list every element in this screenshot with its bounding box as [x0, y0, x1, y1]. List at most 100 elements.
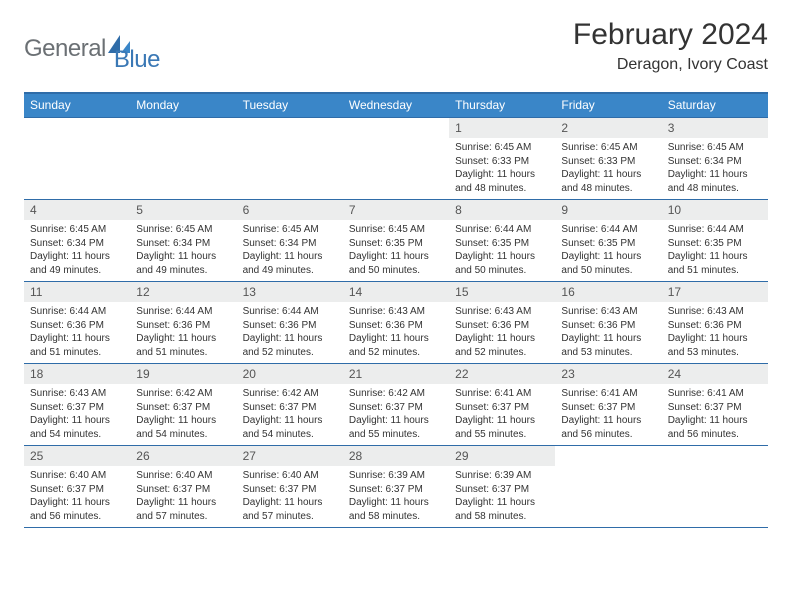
sunset-text: Sunset: 6:35 PM: [668, 237, 762, 251]
calendar-bottom-border: [24, 527, 768, 528]
day-number: 13: [237, 282, 343, 302]
day-cell: [24, 118, 130, 199]
day-cell: 13Sunrise: 6:44 AMSunset: 6:36 PMDayligh…: [237, 282, 343, 363]
day-body: Sunrise: 6:45 AMSunset: 6:35 PMDaylight:…: [343, 220, 449, 281]
day-cell: 26Sunrise: 6:40 AMSunset: 6:37 PMDayligh…: [130, 446, 236, 527]
sunset-text: Sunset: 6:36 PM: [349, 319, 443, 333]
day-body: Sunrise: 6:44 AMSunset: 6:35 PMDaylight:…: [449, 220, 555, 281]
day-body: Sunrise: 6:44 AMSunset: 6:36 PMDaylight:…: [130, 302, 236, 363]
daylight-text: Daylight: 11 hours and 51 minutes.: [30, 332, 124, 359]
sunset-text: Sunset: 6:35 PM: [561, 237, 655, 251]
sunrise-text: Sunrise: 6:41 AM: [455, 387, 549, 401]
weekday-saturday: Saturday: [662, 94, 768, 117]
day-cell: 22Sunrise: 6:41 AMSunset: 6:37 PMDayligh…: [449, 364, 555, 445]
sunset-text: Sunset: 6:34 PM: [30, 237, 124, 251]
day-body: Sunrise: 6:40 AMSunset: 6:37 PMDaylight:…: [24, 466, 130, 527]
day-cell: 10Sunrise: 6:44 AMSunset: 6:35 PMDayligh…: [662, 200, 768, 281]
day-number: 9: [555, 200, 661, 220]
day-cell: [343, 118, 449, 199]
week-row: 1Sunrise: 6:45 AMSunset: 6:33 PMDaylight…: [24, 117, 768, 199]
day-body: Sunrise: 6:43 AMSunset: 6:37 PMDaylight:…: [24, 384, 130, 445]
page-title: February 2024: [573, 18, 768, 52]
day-number: 14: [343, 282, 449, 302]
day-body: Sunrise: 6:45 AMSunset: 6:34 PMDaylight:…: [130, 220, 236, 281]
day-number: 20: [237, 364, 343, 384]
week-row: 18Sunrise: 6:43 AMSunset: 6:37 PMDayligh…: [24, 363, 768, 445]
sunrise-text: Sunrise: 6:44 AM: [136, 305, 230, 319]
day-number: 18: [24, 364, 130, 384]
day-cell: 18Sunrise: 6:43 AMSunset: 6:37 PMDayligh…: [24, 364, 130, 445]
logo-part-general: General: [24, 35, 106, 62]
day-number: 6: [237, 200, 343, 220]
sunrise-text: Sunrise: 6:42 AM: [243, 387, 337, 401]
title-block: February 2024 Deragon, Ivory Coast: [573, 18, 768, 74]
sunset-text: Sunset: 6:36 PM: [136, 319, 230, 333]
logo: General Blue: [24, 24, 160, 74]
weekday-thursday: Thursday: [449, 94, 555, 117]
sunrise-text: Sunrise: 6:43 AM: [561, 305, 655, 319]
header: General Blue February 2024 Deragon, Ivor…: [24, 18, 768, 74]
day-number: [555, 446, 661, 452]
week-row: 4Sunrise: 6:45 AMSunset: 6:34 PMDaylight…: [24, 199, 768, 281]
sunrise-text: Sunrise: 6:45 AM: [30, 223, 124, 237]
sunrise-text: Sunrise: 6:39 AM: [455, 469, 549, 483]
day-cell: 9Sunrise: 6:44 AMSunset: 6:35 PMDaylight…: [555, 200, 661, 281]
day-body: Sunrise: 6:45 AMSunset: 6:34 PMDaylight:…: [24, 220, 130, 281]
sunset-text: Sunset: 6:33 PM: [561, 155, 655, 169]
sunset-text: Sunset: 6:35 PM: [349, 237, 443, 251]
daylight-text: Daylight: 11 hours and 54 minutes.: [136, 414, 230, 441]
daylight-text: Daylight: 11 hours and 54 minutes.: [30, 414, 124, 441]
weekday-sunday: Sunday: [24, 94, 130, 117]
sunset-text: Sunset: 6:37 PM: [136, 483, 230, 497]
weekday-tuesday: Tuesday: [237, 94, 343, 117]
calendar: Sunday Monday Tuesday Wednesday Thursday…: [24, 92, 768, 528]
day-body: Sunrise: 6:44 AMSunset: 6:35 PMDaylight:…: [662, 220, 768, 281]
day-cell: [237, 118, 343, 199]
daylight-text: Daylight: 11 hours and 50 minutes.: [455, 250, 549, 277]
day-number: 2: [555, 118, 661, 138]
day-cell: 24Sunrise: 6:41 AMSunset: 6:37 PMDayligh…: [662, 364, 768, 445]
sunrise-text: Sunrise: 6:44 AM: [561, 223, 655, 237]
day-body: Sunrise: 6:42 AMSunset: 6:37 PMDaylight:…: [130, 384, 236, 445]
daylight-text: Daylight: 11 hours and 54 minutes.: [243, 414, 337, 441]
week-row: 25Sunrise: 6:40 AMSunset: 6:37 PMDayligh…: [24, 445, 768, 527]
day-number: 24: [662, 364, 768, 384]
day-body: Sunrise: 6:41 AMSunset: 6:37 PMDaylight:…: [555, 384, 661, 445]
sunrise-text: Sunrise: 6:44 AM: [243, 305, 337, 319]
daylight-text: Daylight: 11 hours and 58 minutes.: [455, 496, 549, 523]
daylight-text: Daylight: 11 hours and 51 minutes.: [668, 250, 762, 277]
day-cell: 3Sunrise: 6:45 AMSunset: 6:34 PMDaylight…: [662, 118, 768, 199]
sunset-text: Sunset: 6:37 PM: [243, 401, 337, 415]
day-number: [343, 118, 449, 124]
weekday-friday: Friday: [555, 94, 661, 117]
day-number: 3: [662, 118, 768, 138]
day-body: Sunrise: 6:43 AMSunset: 6:36 PMDaylight:…: [343, 302, 449, 363]
day-cell: 8Sunrise: 6:44 AMSunset: 6:35 PMDaylight…: [449, 200, 555, 281]
sunset-text: Sunset: 6:37 PM: [455, 401, 549, 415]
day-number: [237, 118, 343, 124]
day-cell: 11Sunrise: 6:44 AMSunset: 6:36 PMDayligh…: [24, 282, 130, 363]
day-cell: 5Sunrise: 6:45 AMSunset: 6:34 PMDaylight…: [130, 200, 236, 281]
day-number: 15: [449, 282, 555, 302]
daylight-text: Daylight: 11 hours and 52 minutes.: [243, 332, 337, 359]
logo-part-blue-wrap: Blue: [114, 46, 160, 74]
daylight-text: Daylight: 11 hours and 49 minutes.: [136, 250, 230, 277]
day-number: [24, 118, 130, 124]
sunrise-text: Sunrise: 6:43 AM: [349, 305, 443, 319]
daylight-text: Daylight: 11 hours and 49 minutes.: [30, 250, 124, 277]
daylight-text: Daylight: 11 hours and 56 minutes.: [30, 496, 124, 523]
sunset-text: Sunset: 6:36 PM: [561, 319, 655, 333]
daylight-text: Daylight: 11 hours and 52 minutes.: [455, 332, 549, 359]
day-body: Sunrise: 6:45 AMSunset: 6:34 PMDaylight:…: [237, 220, 343, 281]
sunrise-text: Sunrise: 6:40 AM: [136, 469, 230, 483]
day-body: Sunrise: 6:43 AMSunset: 6:36 PMDaylight:…: [555, 302, 661, 363]
daylight-text: Daylight: 11 hours and 51 minutes.: [136, 332, 230, 359]
daylight-text: Daylight: 11 hours and 48 minutes.: [668, 168, 762, 195]
daylight-text: Daylight: 11 hours and 53 minutes.: [668, 332, 762, 359]
logo-part-blue: Blue: [114, 46, 160, 73]
day-number: [662, 446, 768, 452]
daylight-text: Daylight: 11 hours and 57 minutes.: [136, 496, 230, 523]
day-number: 12: [130, 282, 236, 302]
daylight-text: Daylight: 11 hours and 49 minutes.: [243, 250, 337, 277]
day-cell: 23Sunrise: 6:41 AMSunset: 6:37 PMDayligh…: [555, 364, 661, 445]
